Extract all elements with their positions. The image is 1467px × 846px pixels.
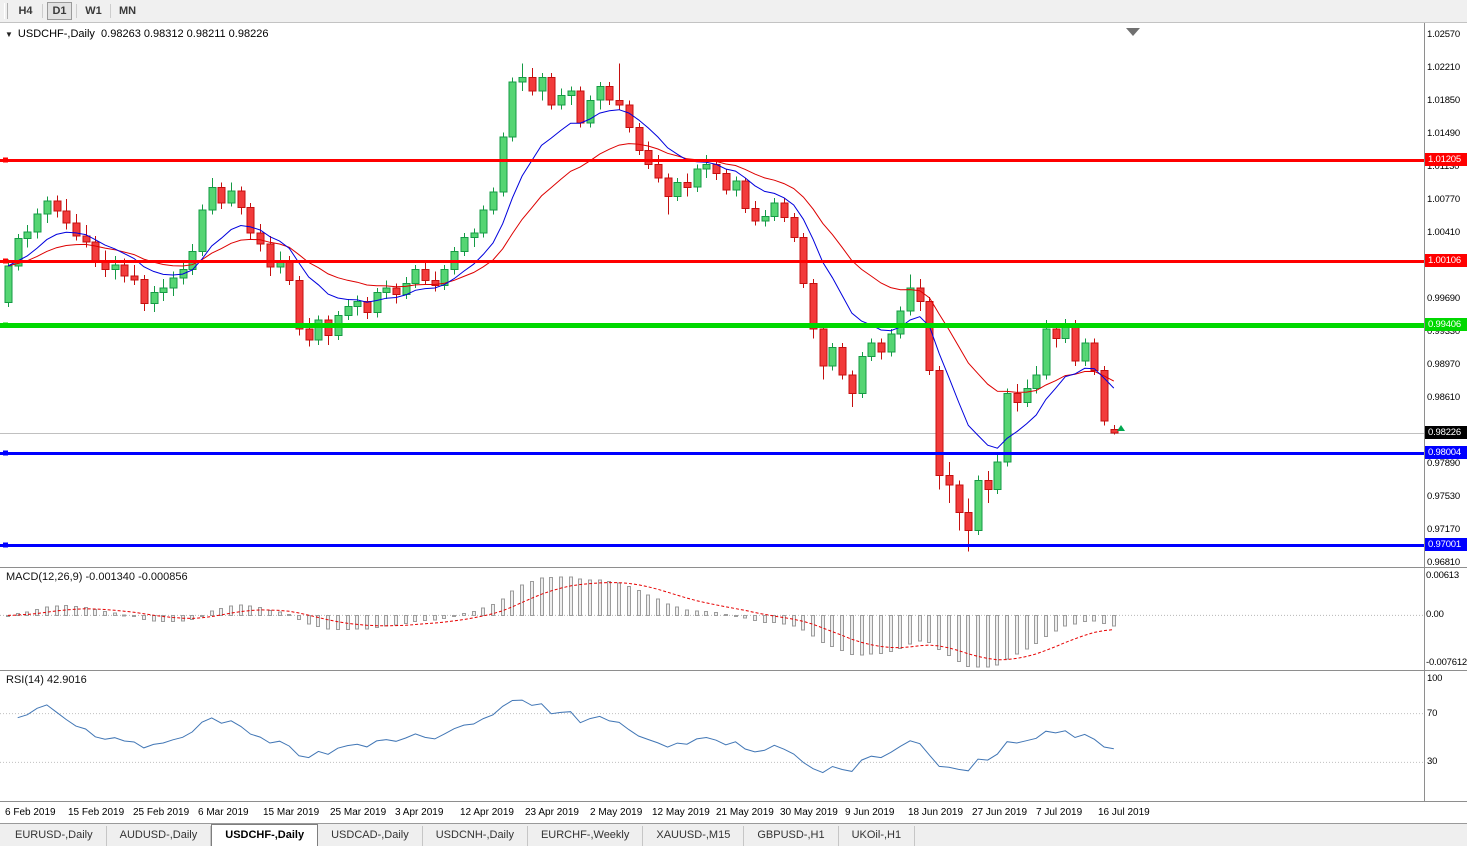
- date-axis-label: 23 Apr 2019: [525, 807, 579, 818]
- chart-tab-usdchf-daily[interactable]: USDCHF-,Daily: [211, 824, 319, 846]
- price-axis-label: 1.01850: [1427, 95, 1460, 106]
- macd-axis-label: 0.00613: [1426, 570, 1459, 581]
- date-axis[interactable]: 6 Feb 2019 15 Feb 2019 25 Feb 2019 6 Mar 20…: [0, 802, 1467, 823]
- date-axis-label: 25 Mar 2019: [330, 807, 387, 818]
- rsi-indicator-pane[interactable]: [0, 672, 1424, 801]
- price-axis-label: 0.98970: [1427, 359, 1460, 370]
- chart-title: ▼ USDCHF-,Daily 0.98263 0.98312 0.98211 0…: [5, 28, 268, 40]
- macd-signal-line: [7, 582, 1114, 661]
- date-axis-label: 21 May 2019: [716, 807, 774, 818]
- price-axis-label: 1.02210: [1427, 62, 1460, 73]
- macd-label: MACD(12,26,9) -0.001340 -0.000856: [6, 571, 188, 583]
- date-axis-label: 18 Jun 2019: [908, 807, 964, 818]
- chart-ohlc-values: 0.98263 0.98312 0.98211 0.98226: [101, 28, 269, 40]
- price-axis-label: 1.01130: [1427, 161, 1460, 172]
- candles: [4, 63, 1119, 552]
- macd-signal-value: -0.000856: [138, 571, 188, 583]
- price-axis-label: 0.97530: [1427, 491, 1460, 502]
- hline-handle[interactable]: [3, 258, 8, 264]
- hline-handle[interactable]: [3, 542, 8, 548]
- hline-price-tag[interactable]: 0.98004: [1425, 446, 1467, 459]
- price-chart[interactable]: [0, 23, 1424, 567]
- pane-separator[interactable]: [0, 670, 1467, 671]
- period-button-h4[interactable]: H4: [18, 5, 33, 17]
- price-axis-label: 0.99690: [1427, 293, 1460, 304]
- toolbar-separator: [76, 4, 77, 18]
- pane-separator[interactable]: [0, 567, 1467, 568]
- date-axis-label: 15 Mar 2019: [263, 807, 320, 818]
- price-axis-label: 1.01490: [1427, 128, 1460, 139]
- hline-price-tag[interactable]: 0.99406: [1425, 318, 1467, 331]
- rsi-label: RSI(14) 42.9016: [6, 674, 87, 686]
- hline-price-tag[interactable]: 0.97001: [1425, 538, 1467, 551]
- price-axis-border: [1424, 23, 1425, 801]
- price-axis-label: 1.02570: [1427, 29, 1460, 40]
- date-axis-label: 25 Feb 2019: [133, 807, 190, 818]
- chart-tab-bar: EURUSD-,Daily AUDUSD-,Daily USDCHF-,Daily U…: [0, 823, 1467, 846]
- price-axis-label: 1.00410: [1427, 227, 1460, 238]
- hline-handle[interactable]: [3, 322, 8, 328]
- period-button-d1[interactable]: D1: [47, 2, 72, 20]
- date-axis-label: 2 May 2019: [590, 807, 643, 818]
- chart-tab-xauusd-m15[interactable]: XAUUSD-,M15: [643, 826, 745, 846]
- hline-handle[interactable]: [3, 157, 8, 163]
- macd-axis-label: -0.007612: [1426, 657, 1467, 668]
- hline-price-tag[interactable]: 1.00106: [1425, 254, 1467, 267]
- period-buttons: H4 D1 W1 MN: [13, 2, 140, 20]
- chart-tab-eurusd-daily[interactable]: EURUSD-,Daily: [2, 826, 107, 846]
- date-axis-label: 16 Jul 2019: [1098, 807, 1150, 818]
- toolbar-separator: [42, 4, 43, 18]
- period-button-mn[interactable]: MN: [119, 5, 137, 17]
- macd-main-value: -0.001340: [85, 571, 136, 583]
- chart-shift-marker[interactable]: [1126, 28, 1140, 36]
- chart-tab-gbpusd-h1[interactable]: GBPUSD-,H1: [744, 826, 839, 846]
- chart-tab-audusd-daily[interactable]: AUDUSD-,Daily: [106, 826, 212, 846]
- toolbar-separator: [110, 4, 111, 18]
- chart-tab-usdcnh-daily[interactable]: USDCNH-,Daily: [422, 826, 528, 846]
- chart-tab-ukoil-h1[interactable]: UKOil-,H1: [838, 826, 916, 846]
- rsi-params: RSI(14): [6, 674, 44, 686]
- one-click-trading-arrow[interactable]: ▼: [5, 30, 13, 39]
- rsi-axis-label: 100: [1427, 673, 1443, 684]
- period-button-w1[interactable]: W1: [85, 5, 102, 17]
- chart-tab-usdcad-daily[interactable]: USDCAD-,Daily: [318, 826, 423, 846]
- chart-tab-eurchf-weekly[interactable]: EURCHF-,Weekly: [527, 826, 644, 846]
- price-axis-label: 1.00770: [1427, 194, 1460, 205]
- date-axis-label: 27 Jun 2019: [972, 807, 1028, 818]
- hline-price-tag[interactable]: 1.01205: [1425, 153, 1467, 166]
- toolbar-grip[interactable]: [4, 3, 8, 19]
- macd-indicator-pane[interactable]: [0, 569, 1424, 670]
- macd-histogram: [6, 576, 1116, 668]
- chart-symbol-period: USDCHF-,Daily: [17, 28, 95, 40]
- hline-handle[interactable]: [3, 450, 8, 456]
- rsi-line: [17, 699, 1114, 774]
- rsi-value: 42.9016: [46, 674, 87, 686]
- date-axis-label: 9 Jun 2019: [845, 807, 895, 818]
- macd-params: MACD(12,26,9): [6, 571, 83, 583]
- pane-separator: [0, 801, 1467, 802]
- date-axis-label: 6 Mar 2019: [198, 807, 249, 818]
- date-axis-label: 6 Feb 2019: [5, 807, 56, 818]
- timeframe-toolbar: H4 D1 W1 MN: [0, 0, 1467, 23]
- date-axis-label: 12 Apr 2019: [460, 807, 514, 818]
- rsi-axis-label: 70: [1427, 708, 1438, 719]
- price-marker-arrow: [1117, 425, 1125, 431]
- date-axis-label: 3 Apr 2019: [395, 807, 444, 818]
- date-axis-label: 7 Jul 2019: [1036, 807, 1083, 818]
- rsi-axis-label: 30: [1427, 756, 1438, 767]
- price-axis-label: 0.97890: [1427, 458, 1460, 469]
- date-axis-label: 30 May 2019: [780, 807, 838, 818]
- price-axis-label: 0.99330: [1427, 326, 1460, 337]
- date-axis-label: 12 May 2019: [652, 807, 710, 818]
- macd-axis-label: 0.00: [1426, 609, 1444, 620]
- current-price-tag: 0.98226: [1425, 426, 1467, 439]
- price-axis-label: 0.98610: [1427, 392, 1460, 403]
- date-axis-label: 15 Feb 2019: [68, 807, 125, 818]
- ma-slow-line: [7, 143, 1115, 393]
- price-axis-label: 0.97170: [1427, 524, 1460, 535]
